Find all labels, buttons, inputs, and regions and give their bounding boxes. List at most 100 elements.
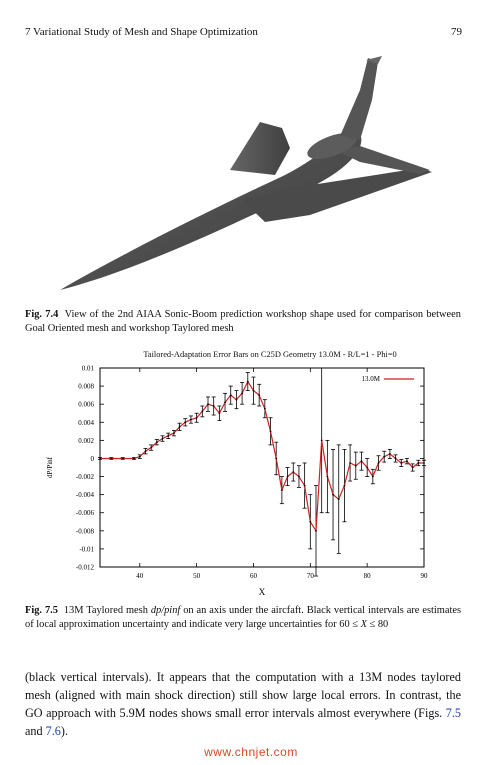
y-tick-label: 0.002: [78, 437, 94, 445]
data-point: [252, 389, 255, 392]
figure-7-5-text-mid: on an axis under the aircfaft. Black ver…: [25, 605, 461, 630]
x-tick-label: 80: [364, 572, 372, 580]
data-point: [315, 529, 317, 532]
data-point: [212, 405, 215, 407]
figure-7-4-caption: Fig. 7.4 View of the 2nd AIAA Sonic-Boom…: [25, 308, 461, 336]
data-point: [167, 434, 170, 437]
footer-watermark: www.chnjet.com: [204, 745, 298, 759]
figure-reference-link[interactable]: 7.5: [445, 706, 461, 720]
data-point: [184, 421, 187, 424]
data-point: [155, 441, 158, 444]
y-tick-label: 0.01: [82, 365, 95, 373]
data-point: [161, 437, 164, 440]
data-point: [280, 489, 283, 492]
y-tick-label: -0.01: [79, 545, 94, 553]
data-point: [207, 403, 209, 406]
data-point: [394, 457, 397, 460]
data-point: [224, 401, 226, 404]
data-point: [411, 466, 414, 469]
data-point: [303, 484, 306, 487]
y-tick-label: -0.004: [76, 491, 95, 499]
data-point: [190, 418, 192, 421]
body-text-and: and: [25, 724, 46, 738]
y-axis-label: dP/Pinf: [46, 456, 54, 478]
legend-label: 13.0M: [362, 375, 381, 383]
fuselage: [60, 131, 362, 290]
tail-stabilizer: [335, 146, 430, 174]
data-point: [201, 410, 204, 413]
x-tick-label: 60: [250, 572, 258, 580]
data-point: [121, 457, 124, 460]
data-point: [229, 394, 232, 397]
data-point: [292, 471, 295, 473]
data-point: [366, 466, 369, 469]
x-tick-label: 50: [193, 572, 201, 580]
data-point: [377, 462, 380, 464]
data-point: [326, 475, 329, 478]
figure-reference-link[interactable]: 7.6: [45, 724, 61, 738]
figure-7-5-math: dp/pinf: [150, 605, 181, 616]
y-tick-label: -0.012: [76, 564, 95, 572]
running-head: 7 Variational Study of Mesh and Shape Op…: [25, 26, 258, 38]
data-point: [99, 457, 101, 460]
chart-title: Tailored-Adaptation Error Bars on C25D G…: [143, 350, 397, 359]
data-point: [423, 462, 425, 464]
data-point: [354, 464, 357, 467]
data-point: [258, 394, 261, 397]
data-point: [138, 455, 141, 458]
y-tick-label: 0.004: [78, 419, 94, 427]
data-point: [235, 398, 238, 401]
data-point: [309, 520, 312, 523]
data-point: [400, 462, 403, 464]
x-tick-label: 40: [136, 572, 144, 580]
data-point: [133, 457, 136, 460]
lower-wing: [242, 168, 432, 222]
plot-frame: [99, 367, 425, 568]
data-point: [286, 475, 289, 478]
body-text-pre: (black vertical intervals). It appears t…: [25, 670, 461, 720]
tail-tip: [366, 56, 382, 64]
data-point: [246, 380, 249, 383]
figure-7-4-text: View of the 2nd AIAA Sonic-Boom predicti…: [25, 309, 461, 334]
data-point: [388, 453, 391, 455]
data-point: [406, 460, 408, 463]
vertical-tail: [340, 58, 378, 140]
figure-7-5-text-post: ≤ 80: [366, 619, 389, 630]
y-tick-label: -0.008: [76, 527, 95, 535]
data-point: [172, 432, 175, 435]
engine-nacelle: [307, 133, 357, 159]
data-point: [298, 475, 300, 478]
data-point: [337, 498, 340, 501]
y-tick-label: -0.002: [76, 473, 95, 481]
figure-7-5-text-pre: 13M Taylored mesh: [63, 605, 151, 616]
data-point: [263, 407, 266, 410]
y-tick-label: -0.006: [76, 509, 95, 517]
series-line-13m: [100, 380, 424, 533]
data-point: [144, 450, 147, 453]
data-point: [320, 439, 323, 442]
y-tick-label: 0.008: [78, 383, 94, 391]
x-axis-label: X: [259, 587, 266, 597]
data-point: [150, 446, 153, 449]
data-point: [241, 392, 244, 395]
data-point: [360, 460, 363, 463]
error-bar-chart: 0.01 0.008 0.006 0.004 0.002 0 -0.002 -0.004 -0.…: [46, 365, 429, 598]
x-tick-label: 90: [421, 572, 429, 580]
data-point: [110, 457, 113, 460]
data-point: [218, 412, 221, 415]
y-tick-label: 0: [91, 455, 95, 463]
data-point: [332, 493, 334, 496]
upper-wing: [230, 122, 290, 175]
x-tick-label: 70: [307, 572, 315, 580]
data-point: [195, 416, 198, 419]
figure-7-5-caption: Fig. 7.5 13M Taylored mesh dp/pinf on an…: [25, 604, 461, 632]
figure-7-4-label: Fig. 7.4: [25, 309, 59, 320]
body-paragraph: (black vertical intervals). It appears t…: [25, 668, 461, 740]
data-point: [371, 475, 374, 478]
data-point: [275, 457, 278, 460]
aircraft-figure: [60, 56, 432, 290]
figure-7-5-label: Fig. 7.5: [25, 605, 58, 616]
data-point: [349, 462, 352, 464]
data-point: [269, 430, 272, 433]
figure-7-5-var: X: [360, 619, 367, 630]
